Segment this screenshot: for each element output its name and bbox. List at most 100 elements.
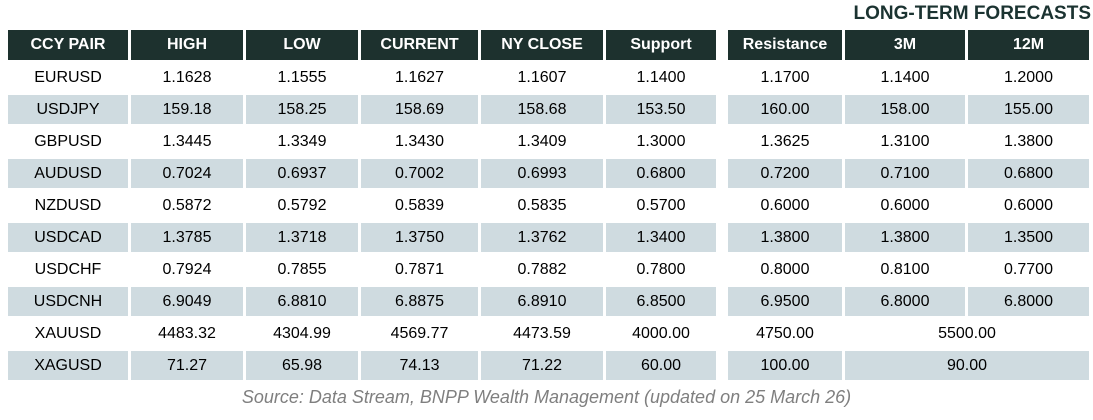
value-cell: 1.1555 [246, 63, 358, 92]
value-cell: 1.1700 [728, 63, 842, 92]
value-cell: 1.3800 [968, 127, 1089, 156]
value-cell: 0.7871 [361, 255, 478, 284]
fx-forecast-table: CCY PAIR HIGH LOW CURRENT NY CLOSE Support Res… [5, 27, 1092, 383]
ccy-pair-cell: EURUSD [8, 63, 128, 92]
ccy-pair-cell: XAGUSD [8, 351, 128, 380]
ccy-pair-cell: NZDUSD [8, 191, 128, 220]
table-row-xagusd: XAGUSD 71.27 65.98 74.13 71.22 60.00 100.00 90.… [8, 351, 1089, 380]
column-header-resistance: Resistance [728, 30, 842, 60]
value-cell: 1.3762 [481, 223, 603, 252]
value-cell: 0.7700 [968, 255, 1089, 284]
value-cell: 1.3785 [131, 223, 243, 252]
value-cell: 71.22 [481, 351, 603, 380]
value-cell: 0.6000 [968, 191, 1089, 220]
table-row-usdcad: USDCAD 1.3785 1.3718 1.3750 1.3762 1.3400 1.38… [8, 223, 1089, 252]
value-cell: 1.3800 [845, 223, 965, 252]
value-cell: 0.6993 [481, 159, 603, 188]
table-row-gbpusd: GBPUSD 1.3445 1.3349 1.3430 1.3409 1.3000 1.36… [8, 127, 1089, 156]
value-cell: 6.8875 [361, 287, 478, 316]
value-cell: 0.6800 [606, 159, 716, 188]
value-cell: 0.8000 [728, 255, 842, 284]
value-cell: 0.5872 [131, 191, 243, 220]
table-row-xauusd: XAUUSD 4483.32 4304.99 4569.77 4473.59 4000.0… [8, 319, 1089, 348]
value-cell: 0.7800 [606, 255, 716, 284]
column-header-3m: 3M [845, 30, 965, 60]
column-spacer [719, 223, 725, 252]
table-row-nzdusd: NZDUSD 0.5872 0.5792 0.5839 0.5835 0.5700 0.60… [8, 191, 1089, 220]
column-spacer [719, 63, 725, 92]
table-row-usdjpy: USDJPY 159.18 158.25 158.69 158.68 153.50 160.… [8, 95, 1089, 124]
column-header-current: CURRENT [361, 30, 478, 60]
column-spacer [719, 159, 725, 188]
value-cell: 1.1400 [845, 63, 965, 92]
value-cell: 0.7924 [131, 255, 243, 284]
value-cell: 6.8000 [968, 287, 1089, 316]
value-cell: 0.5839 [361, 191, 478, 220]
ccy-pair-cell: USDCNH [8, 287, 128, 316]
column-header-ny-close: NY CLOSE [481, 30, 603, 60]
value-cell: 1.3750 [361, 223, 478, 252]
value-cell: 60.00 [606, 351, 716, 380]
value-cell: 1.3100 [845, 127, 965, 156]
value-cell: 1.3400 [606, 223, 716, 252]
value-cell: 6.8910 [481, 287, 603, 316]
value-cell: 158.25 [246, 95, 358, 124]
value-cell: 153.50 [606, 95, 716, 124]
value-cell: 100.00 [728, 351, 842, 380]
column-header-12m: 12M [968, 30, 1089, 60]
value-cell: 0.7024 [131, 159, 243, 188]
value-cell: 4483.32 [131, 319, 243, 348]
ccy-pair-cell: XAUUSD [8, 319, 128, 348]
value-cell: 0.6000 [728, 191, 842, 220]
value-cell: 4000.00 [606, 319, 716, 348]
column-spacer [719, 319, 725, 348]
value-cell: 0.6937 [246, 159, 358, 188]
value-cell: 74.13 [361, 351, 478, 380]
value-cell: 6.9500 [728, 287, 842, 316]
value-cell: 1.3349 [246, 127, 358, 156]
value-cell: 6.8000 [845, 287, 965, 316]
value-cell: 0.7100 [845, 159, 965, 188]
value-cell: 0.8100 [845, 255, 965, 284]
value-cell: 4473.59 [481, 319, 603, 348]
column-header-ccy-pair: CCY PAIR [8, 30, 128, 60]
column-spacer [719, 191, 725, 220]
source-note: Source: Data Stream, BNPP Wealth Managem… [241, 387, 852, 407]
value-cell: 158.00 [845, 95, 965, 124]
value-cell: 65.98 [246, 351, 358, 380]
column-spacer [719, 351, 725, 380]
value-cell: 6.8500 [606, 287, 716, 316]
value-cell: 1.3430 [361, 127, 478, 156]
ccy-pair-cell: AUDUSD [8, 159, 128, 188]
value-cell: 0.7882 [481, 255, 603, 284]
value-cell: 158.68 [481, 95, 603, 124]
value-cell: 1.1607 [481, 63, 603, 92]
value-cell: 4750.00 [728, 319, 842, 348]
column-spacer [719, 255, 725, 284]
value-cell: 4569.77 [361, 319, 478, 348]
table-row-eurusd: EURUSD 1.1628 1.1555 1.1627 1.1607 1.1400 1.17… [8, 63, 1089, 92]
value-cell: 5500.00 [845, 319, 1089, 348]
ccy-pair-cell: USDJPY [8, 95, 128, 124]
table-header-row: CCY PAIR HIGH LOW CURRENT NY CLOSE Support Res… [8, 30, 1089, 60]
column-header-high: HIGH [131, 30, 243, 60]
table-row-usdcnh: USDCNH 6.9049 6.8810 6.8875 6.8910 6.8500 6.95… [8, 287, 1089, 316]
value-cell: 1.3445 [131, 127, 243, 156]
value-cell: 1.3409 [481, 127, 603, 156]
value-cell: 1.3500 [968, 223, 1089, 252]
value-cell: 1.1628 [131, 63, 243, 92]
value-cell: 1.3000 [606, 127, 716, 156]
value-cell: 90.00 [845, 351, 1089, 380]
table-row-usdchf: USDCHF 0.7924 0.7855 0.7871 0.7882 0.7800 0.80… [8, 255, 1089, 284]
column-spacer [719, 95, 725, 124]
value-cell: 4304.99 [246, 319, 358, 348]
value-cell: 155.00 [968, 95, 1089, 124]
value-cell: 1.1627 [361, 63, 478, 92]
value-cell: 0.5792 [246, 191, 358, 220]
long-term-forecasts-title: LONG-TERM FORECASTS [853, 3, 1092, 24]
value-cell: 159.18 [131, 95, 243, 124]
value-cell: 0.6800 [968, 159, 1089, 188]
value-cell: 0.5835 [481, 191, 603, 220]
ccy-pair-cell: USDCHF [8, 255, 128, 284]
value-cell: 0.7200 [728, 159, 842, 188]
